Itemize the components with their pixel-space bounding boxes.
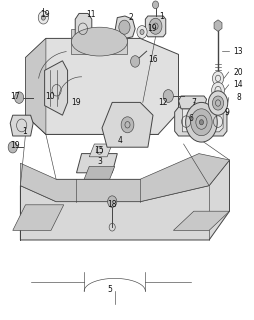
Text: 12: 12 (158, 98, 167, 107)
Circle shape (139, 29, 144, 35)
Circle shape (152, 1, 158, 9)
Polygon shape (20, 160, 229, 240)
Text: 18: 18 (107, 200, 117, 209)
Text: 1: 1 (159, 12, 164, 20)
Polygon shape (145, 16, 165, 37)
Text: 17: 17 (10, 92, 20, 100)
Circle shape (211, 82, 224, 98)
Circle shape (121, 117, 133, 133)
Text: 20: 20 (233, 68, 242, 76)
Text: 4: 4 (117, 136, 122, 145)
Polygon shape (174, 107, 226, 136)
Polygon shape (173, 211, 229, 230)
Polygon shape (77, 42, 88, 51)
Circle shape (199, 120, 203, 125)
Circle shape (107, 196, 116, 207)
Circle shape (208, 91, 227, 115)
Text: 7: 7 (190, 98, 196, 107)
Text: 19: 19 (71, 98, 81, 107)
Polygon shape (89, 144, 112, 157)
Polygon shape (13, 205, 64, 230)
Polygon shape (20, 154, 229, 202)
Circle shape (163, 90, 173, 102)
Text: 19: 19 (10, 141, 20, 150)
Circle shape (41, 15, 45, 20)
Polygon shape (213, 20, 221, 31)
Text: 19: 19 (146, 24, 156, 33)
Polygon shape (44, 61, 67, 115)
Circle shape (185, 102, 216, 142)
Circle shape (130, 56, 139, 67)
Circle shape (136, 26, 147, 38)
Text: 9: 9 (224, 108, 229, 116)
Circle shape (14, 92, 24, 103)
Ellipse shape (71, 27, 127, 56)
Circle shape (212, 71, 223, 85)
Polygon shape (25, 38, 178, 134)
Text: 1: 1 (22, 127, 26, 136)
Text: 8: 8 (235, 93, 240, 102)
Circle shape (190, 109, 211, 136)
Polygon shape (75, 13, 91, 42)
Circle shape (8, 141, 17, 153)
Text: 3: 3 (97, 157, 102, 166)
Polygon shape (178, 96, 206, 109)
Polygon shape (102, 102, 152, 147)
Text: 19: 19 (40, 10, 49, 19)
Text: 10: 10 (45, 92, 54, 100)
Circle shape (212, 96, 223, 110)
Polygon shape (25, 38, 46, 134)
Text: 14: 14 (233, 80, 242, 89)
Text: 15: 15 (94, 146, 104, 155)
Text: 11: 11 (85, 10, 95, 19)
Circle shape (118, 20, 130, 34)
Circle shape (38, 11, 48, 24)
Text: 5: 5 (107, 285, 112, 294)
Polygon shape (10, 115, 33, 136)
Text: 13: 13 (233, 47, 242, 56)
Polygon shape (182, 109, 222, 132)
Text: 16: 16 (148, 55, 157, 64)
Text: 6: 6 (188, 114, 193, 123)
Polygon shape (114, 16, 135, 38)
Polygon shape (76, 154, 117, 173)
Text: 2: 2 (129, 13, 133, 22)
Circle shape (149, 18, 161, 34)
Polygon shape (71, 29, 127, 54)
Circle shape (195, 115, 206, 129)
Polygon shape (84, 166, 114, 179)
